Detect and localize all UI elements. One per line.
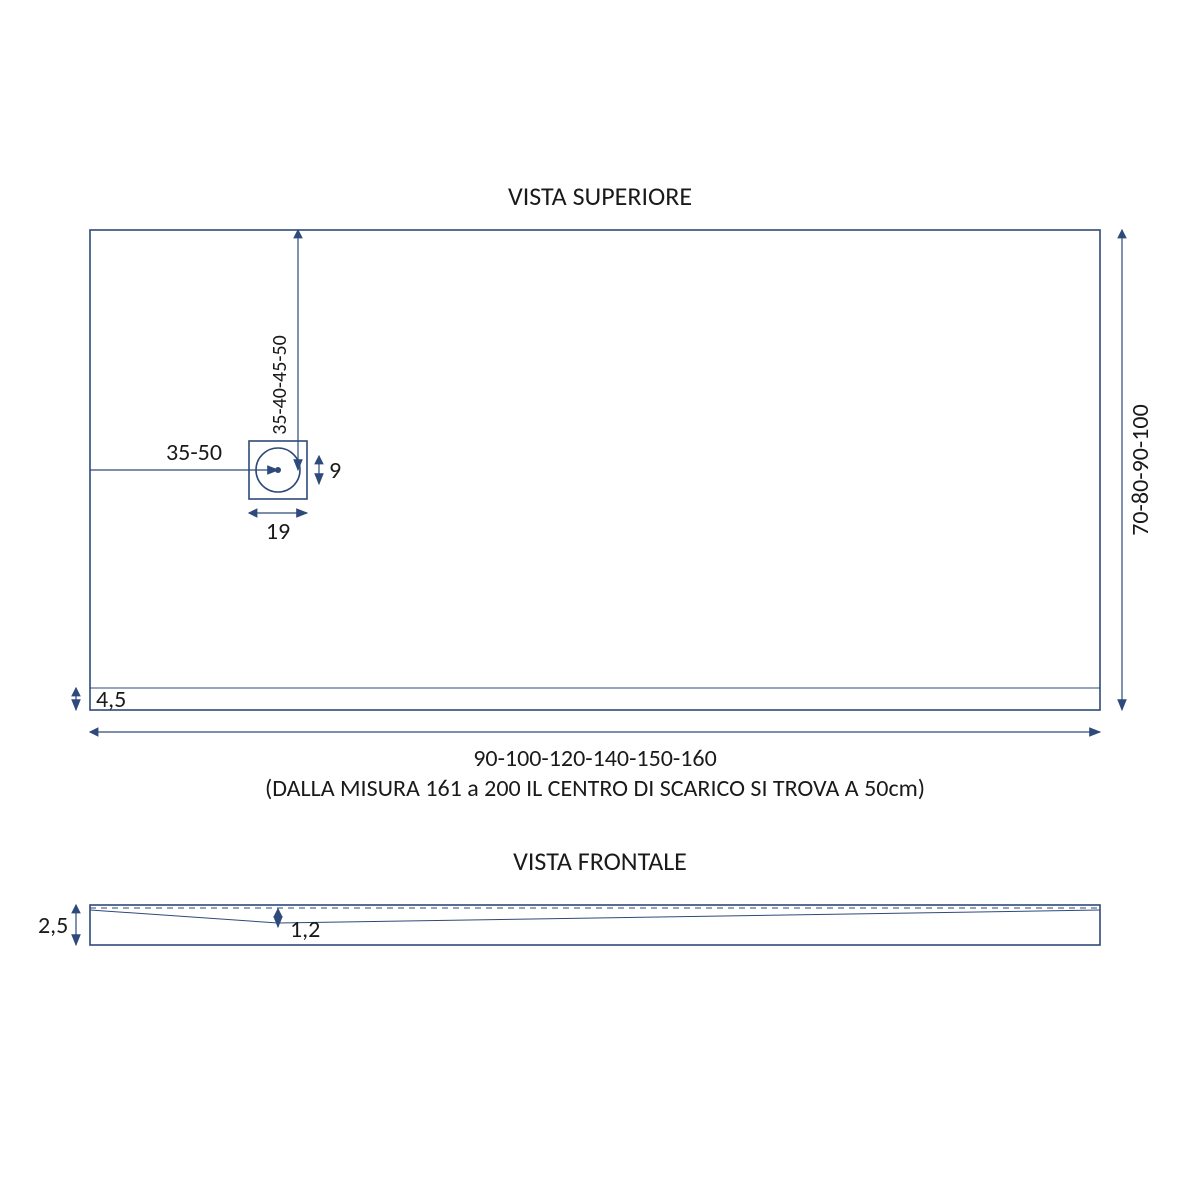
dim-drain-from-top-label: 35-40-45-50 — [268, 335, 292, 434]
dim-drain-height-label: 9 — [329, 456, 341, 485]
dim-drain-from-left-label: 35-50 — [166, 438, 222, 467]
dim-width-note: (DALLA MISURA 161 a 200 IL CENTRO DI SCA… — [265, 774, 925, 803]
dim-overall-height-label: 70-80-90-100 — [1126, 404, 1155, 536]
technical-drawing: VISTA SUPERIORE 35-40-45-50 35-50 19 9 4,5 90-… — [0, 0, 1200, 1200]
front-dip-right — [278, 910, 1100, 923]
dim-edge-thickness-label: 4,5 — [96, 685, 126, 714]
title-top-view: VISTA SUPERIORE — [508, 180, 692, 212]
dim-drain-width-label: 19 — [266, 517, 290, 546]
front-dip-left — [90, 910, 278, 923]
dim-front-height-label: 2,5 — [38, 911, 68, 940]
dim-front-dip-label: 1,2 — [290, 915, 320, 944]
front-view-outline — [90, 905, 1100, 945]
title-front-view: VISTA FRONTALE — [513, 845, 687, 877]
dim-overall-width-label: 90-100-120-140-150-160 — [473, 744, 717, 773]
